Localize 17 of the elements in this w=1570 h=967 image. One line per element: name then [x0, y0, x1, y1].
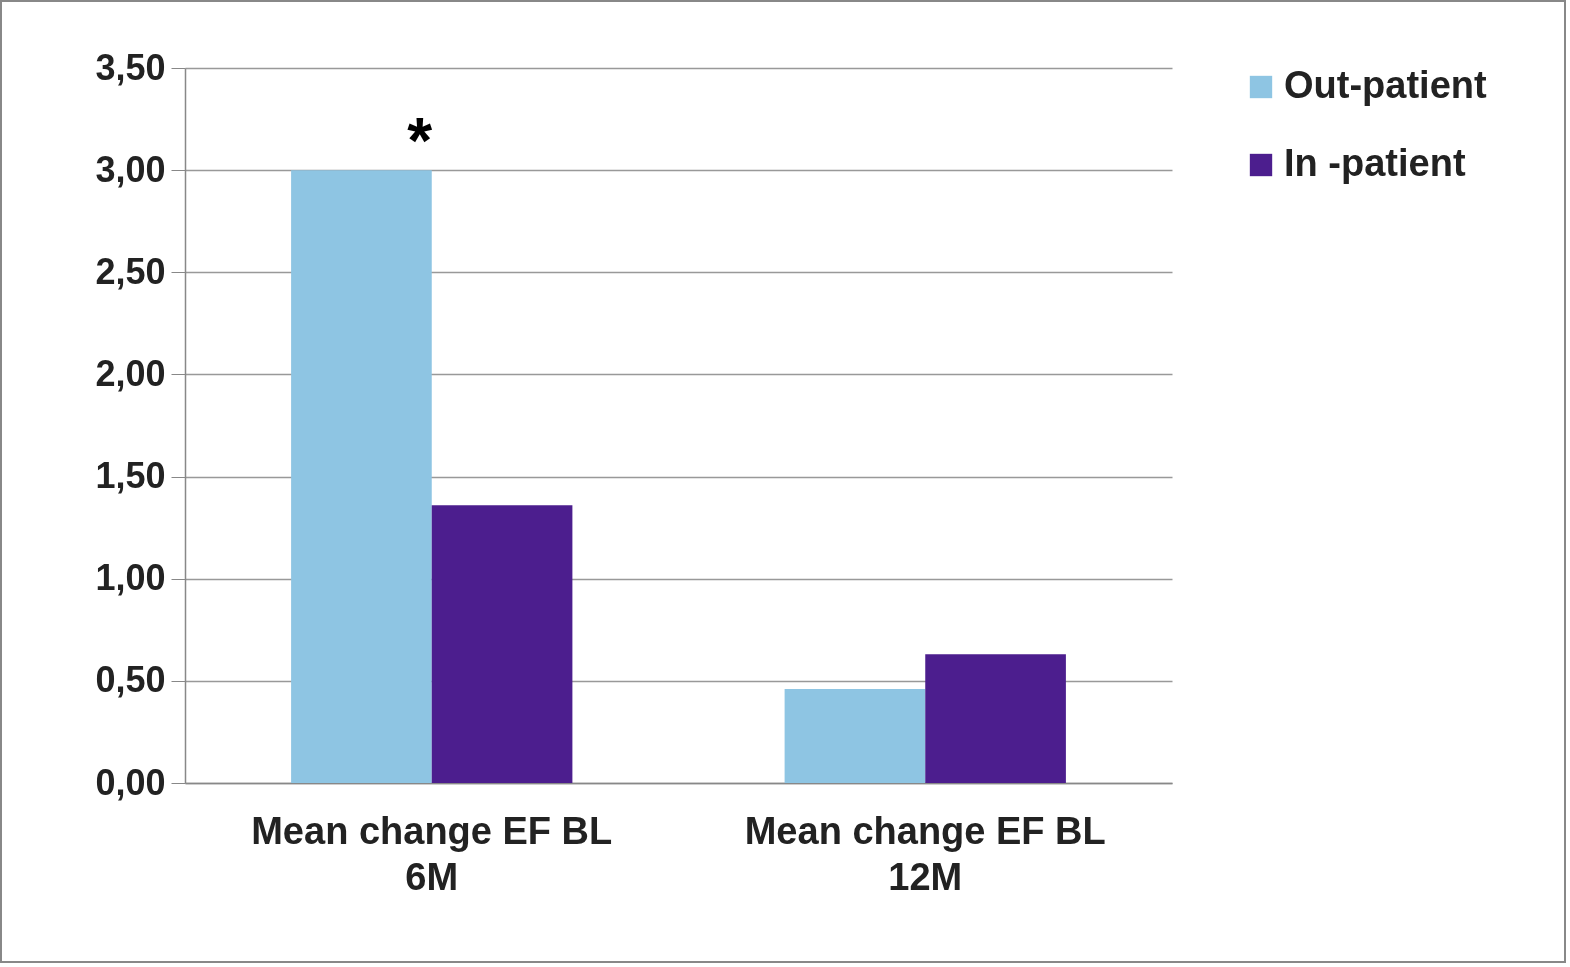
y-tick-label: 2,00 — [95, 352, 166, 394]
y-tick-label: 0,00 — [95, 761, 166, 803]
bar — [431, 505, 573, 783]
bar — [291, 170, 432, 783]
bar — [784, 689, 926, 783]
y-tick-label: 2,50 — [95, 250, 166, 292]
annotation: * — [407, 105, 433, 178]
y-tick-label: 3,50 — [95, 46, 166, 88]
legend-label: In -patient — [1284, 142, 1466, 184]
x-tick-label: Mean change EF BL 12M — [744, 809, 1106, 898]
y-tick-label: 1,50 — [95, 455, 166, 497]
x-tick-label: Mean change EF BL 6M — [251, 809, 613, 898]
y-tick-label: 1,00 — [95, 557, 166, 599]
y-tick-label: 3,00 — [95, 148, 166, 190]
legend-label: Out-patient — [1284, 64, 1487, 106]
bar — [925, 654, 1066, 783]
y-tick-label: 0,50 — [95, 659, 166, 701]
